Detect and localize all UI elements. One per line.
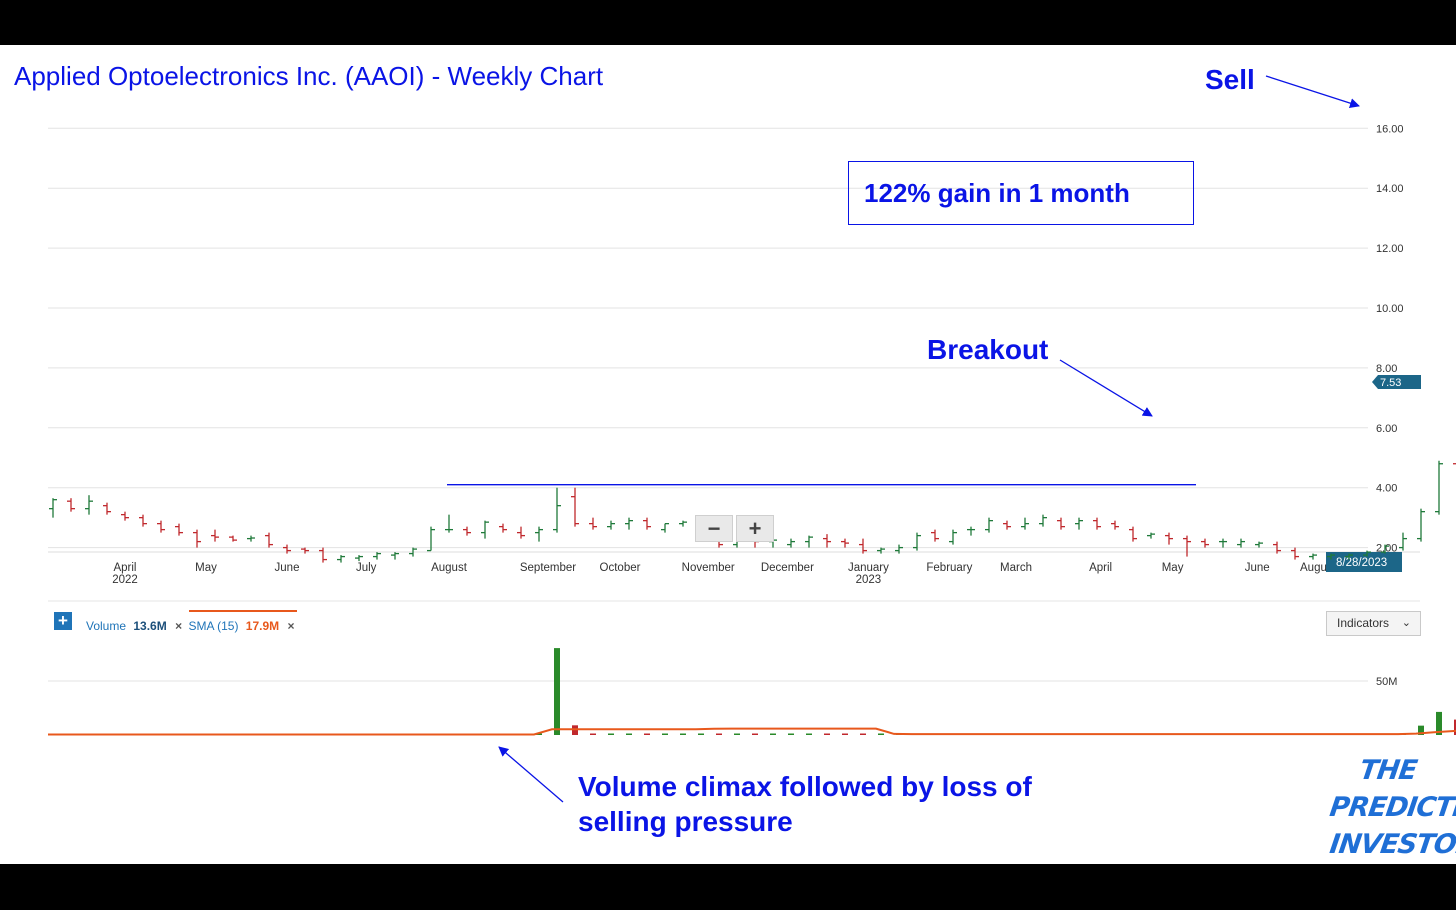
logo-line-1: THE [1357,755,1419,786]
price-tick-label: 12.00 [1376,243,1404,255]
add-indicator-button[interactable]: + [54,612,72,630]
price-tick-label: 16.00 [1376,123,1404,135]
predictive-investor-logo: THE PREDICTIVE INVESTOR [1327,752,1456,863]
volume-bar [806,733,812,735]
volume-bar [842,733,848,735]
volume-bar [536,733,542,735]
volume-climax-arrow [498,746,564,803]
x-axis-month-label: June [1245,562,1270,574]
x-axis-month-label: April [113,562,136,574]
x-axis-year-label: 2023 [856,574,882,586]
gain-annotation-box: 122% gain in 1 month [848,161,1194,225]
x-axis-month-label: January [848,562,889,574]
x-axis-month-label: May [1162,562,1184,574]
sma-legend-label: SMA (15) [188,619,239,633]
volume-bar [752,733,758,735]
x-axis-month-label: May [195,562,217,574]
chevron-down-icon: ⌄ [1401,617,1411,629]
x-axis-month-label: February [926,562,972,574]
volume-legend-label: Volume [86,619,127,633]
volume-climax-annotation-line1: Volume climax followed by loss of [578,771,1032,802]
volume-bar [824,733,830,735]
zoom-in-button[interactable]: + [736,515,774,542]
volume-bar [626,733,632,735]
top-black-bar [0,0,1456,45]
price-volume-chart: 2.004.006.008.0010.0012.0014.0016.0050M7… [48,75,1456,803]
price-tick-label: 10.00 [1376,303,1404,315]
bottom-black-bar [0,864,1456,910]
x-axis-month-label: October [600,562,641,574]
indicators-label: Indicators [1337,616,1390,630]
x-axis-month-label: September [520,562,576,574]
volume-bar [1418,725,1424,735]
volume-tick-label: 50M [1376,676,1397,688]
volume-bar [734,733,740,735]
sma-legend-value: 17.9M [245,619,280,633]
price-tick-label: 8.00 [1376,363,1397,375]
x-axis-month-label: November [682,562,735,574]
indicators-dropdown[interactable]: Indicators ⌄ [1326,611,1421,636]
volume-sma-line [48,727,1456,736]
price-tick-label: 4.00 [1376,483,1397,495]
breakout-arrow [1059,359,1153,417]
x-axis-year-label: 2022 [112,574,138,586]
sell-arrow [1265,75,1360,108]
volume-bar [662,733,668,735]
volume-bar [860,733,866,735]
x-axis-month-label: June [275,562,300,574]
x-axis-month-label: July [356,562,377,574]
chart-title: Applied Optoelectronics Inc. (AAOI) - We… [14,61,604,91]
remove-volume-button[interactable]: × [175,619,183,633]
price-tick-label: 6.00 [1376,423,1397,435]
remove-sma-button[interactable]: × [287,619,295,633]
volume-legend-value: 13.6M [133,619,167,633]
sma-legend-swatch [189,610,297,612]
last-price-marker [1372,374,1421,389]
volume-bar [644,733,650,735]
volume-bar [788,733,794,735]
x-axis-month-label: March [1000,562,1032,574]
zoom-out-button[interactable]: − [695,515,733,542]
x-axis-month-label: April [1089,562,1112,574]
x-axis-month-label: December [761,562,814,574]
volume-bar [590,733,596,735]
x-axis-month-label-partial: August [1300,562,1337,574]
volume-bar [716,733,722,735]
logo-line-3: INVESTOR [1327,829,1456,860]
volume-bar [698,733,704,735]
last-date-label: 8/28/2023 [1336,557,1387,569]
breakout-annotation: Breakout [927,334,1049,365]
volume-bar [608,733,614,735]
volume-bar [680,733,686,735]
sell-annotation: Sell [1205,64,1255,95]
volume-bar [1436,711,1442,735]
x-axis-month-label: August [431,562,468,574]
last-price-label: 7.53 [1380,377,1401,389]
volume-bar [1454,719,1456,735]
logo-line-2: PREDICTIVE [1327,792,1456,823]
price-tick-label: 14.00 [1376,183,1404,195]
volume-legend: Volume 13.6M × SMA (15) 17.9M × [86,619,295,633]
volume-bar [554,648,560,735]
volume-climax-annotation-line2: selling pressure [578,806,793,837]
volume-bar [878,733,884,735]
volume-bar [770,733,776,735]
